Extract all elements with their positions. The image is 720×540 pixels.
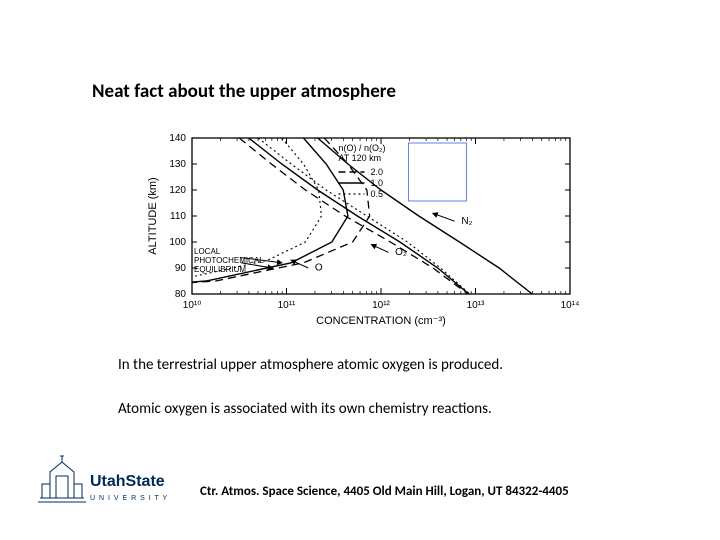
svg-text:0.5: 0.5 xyxy=(370,189,383,199)
svg-text:10¹¹: 10¹¹ xyxy=(278,300,296,311)
svg-text:10¹²: 10¹² xyxy=(372,300,390,311)
body-text-1: In the terrestrial upper atmosphere atom… xyxy=(118,356,503,374)
svg-text:1.0: 1.0 xyxy=(370,178,383,188)
svg-text:ALTITUDE (km): ALTITUDE (km) xyxy=(147,177,159,254)
svg-text:80: 80 xyxy=(175,289,187,300)
concentration-chart: 80 90 100 110 120 130 140 10¹⁰ 10¹¹ 10¹² 10¹³ 10¹⁴ C… xyxy=(140,130,580,330)
svg-text:U N I V E R S I T Y: U N I V E R S I T Y xyxy=(90,495,168,502)
svg-text:90: 90 xyxy=(175,263,187,274)
svg-text:LOCAL: LOCAL xyxy=(194,247,221,256)
body-text-2: Atomic oxygen is associated with its own… xyxy=(118,400,492,418)
svg-text:130: 130 xyxy=(169,159,186,170)
svg-text:10¹³: 10¹³ xyxy=(467,300,485,311)
university-logo: UtahState U N I V E R S I T Y xyxy=(30,452,180,514)
svg-text:120: 120 xyxy=(169,185,186,196)
svg-text:PHOTOCHEMICAL: PHOTOCHEMICAL xyxy=(194,256,264,265)
svg-text:2.0: 2.0 xyxy=(370,167,383,177)
svg-text:10¹⁴: 10¹⁴ xyxy=(561,300,580,311)
svg-text:140: 140 xyxy=(169,133,186,144)
svg-text:EQUILIBRIUM: EQUILIBRIUM xyxy=(194,265,246,274)
svg-text:UtahState: UtahState xyxy=(90,473,165,490)
svg-text:N₂: N₂ xyxy=(461,216,472,227)
svg-text:AT 120 km: AT 120 km xyxy=(338,153,381,163)
footer-address: Ctr. Atmos. Space Science, 4405 Old Main… xyxy=(200,484,569,499)
svg-text:n(O) / n(O₂): n(O) / n(O₂) xyxy=(338,143,385,153)
svg-text:O: O xyxy=(315,263,323,274)
svg-text:10¹⁰: 10¹⁰ xyxy=(183,300,201,311)
svg-text:O₂: O₂ xyxy=(395,247,407,258)
svg-text:100: 100 xyxy=(169,237,186,248)
svg-text:CONCENTRATION (cm⁻³): CONCENTRATION (cm⁻³) xyxy=(316,315,446,327)
svg-text:110: 110 xyxy=(170,211,186,222)
page-title: Neat fact about the upper atmosphere xyxy=(92,80,396,103)
